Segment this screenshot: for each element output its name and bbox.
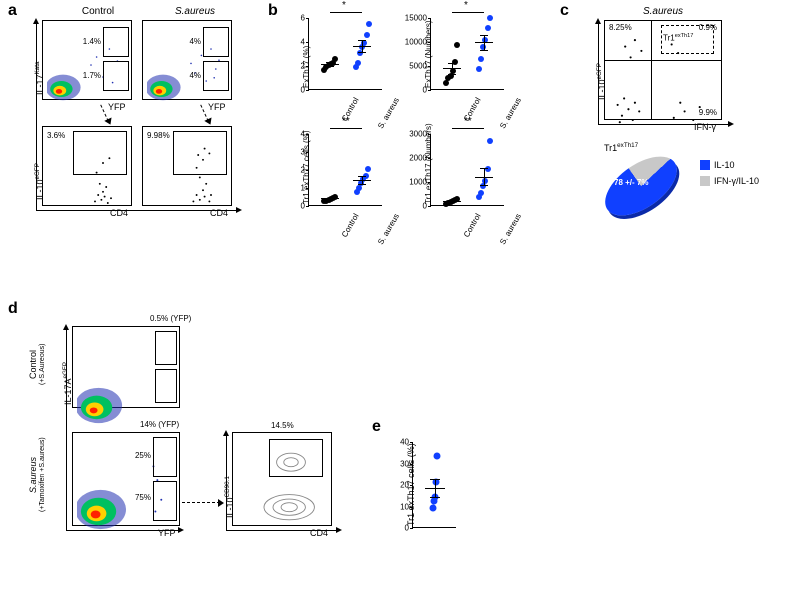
dot-chart: 010203040 (412, 442, 456, 528)
axis-arrow-x (36, 210, 236, 211)
quad-lr: 9.9% (699, 108, 717, 117)
gate (155, 331, 177, 365)
legend-il10: IL-10 (714, 160, 735, 170)
inner-gate-label: Tr1exTh17 (663, 33, 693, 43)
arrowhead-up (595, 18, 601, 24)
arrowhead-up (63, 324, 69, 330)
chart-xlabel: Control (462, 212, 483, 239)
chart-ylabel: Tr1 exTh17 cells (%) (302, 131, 311, 205)
panel-d-row-bottom: S.aureus (+Tamoxifen +S.aureus) (28, 420, 48, 530)
chart-xlabel: S. aureus (376, 96, 401, 130)
panel-d-row-top: Control (+S.Aureous) (28, 324, 48, 404)
axis-arrow-y (66, 326, 67, 530)
chart-ylabel: ExTh17 (Numbers) (424, 20, 433, 88)
gate-pct: 3.6% (47, 131, 65, 140)
legend-swatch-il10 (700, 160, 710, 170)
pie-center-label: 78 +/- 7% (614, 178, 648, 187)
panel-a-label: a (8, 2, 17, 20)
chart-xlabel: S. aureus (498, 96, 523, 130)
pie-title: Tr1exTh17 (604, 142, 638, 153)
gate-pct: 4% (189, 37, 201, 46)
chart-ylabel: Tr1 exTh17 (Numbers) (424, 123, 433, 204)
row-title: Control (28, 350, 38, 379)
row-title: S.aureus (28, 457, 38, 493)
gate (203, 61, 229, 91)
dot-chart: 050001000015000* (430, 18, 504, 90)
dot-chart: 0246* (308, 18, 382, 90)
gate-pct: 1.4% (83, 37, 101, 46)
chart-ylabel: Tr1 exTh17 cells (%) (406, 443, 416, 526)
panel-a-x-top: YFP (108, 102, 126, 112)
yfp-pct-top: 0.5% (YFP) (150, 314, 191, 323)
gate (153, 437, 177, 477)
gate (103, 61, 129, 91)
panel-a-col-saureus: S.aureus (155, 6, 235, 17)
chart-xlabel: S. aureus (376, 212, 401, 246)
flow-a-top-right: 4% 4% (142, 20, 232, 100)
flow-a-bottom-left: 3.6% (42, 126, 132, 206)
flow-a-top-left: 1.4% 1.7% (42, 20, 132, 100)
axis-arrow-x (598, 124, 728, 125)
gate (173, 131, 227, 175)
gate (73, 131, 127, 175)
quad-ul: 8.25% (609, 23, 632, 32)
dot-chart: 01234** (308, 134, 382, 206)
flow-a-bottom-right: 9.98% (142, 126, 232, 206)
gate (203, 27, 229, 57)
gate-pct: 14.5% (271, 421, 294, 430)
flow-d-bottom-left: 25% 75% (72, 432, 180, 526)
gate (155, 369, 177, 403)
gate (153, 481, 177, 521)
arrowhead-up (223, 430, 229, 436)
gate-pct: 1.7% (83, 71, 101, 80)
axis-arrow-x (226, 530, 336, 531)
row-sub: (+S.Aureous) (39, 343, 46, 384)
arrowhead-right (178, 527, 184, 533)
flow-d-top (72, 326, 180, 408)
dot-chart: 0100020003000** (430, 134, 504, 206)
panel-c-label: c (560, 2, 569, 20)
row-sub: (+Tamoxifen +S.aureus) (39, 438, 46, 513)
gate-pct: 75% (135, 493, 151, 502)
panel-c-title: S.aureus (618, 6, 708, 17)
axis-arrow-y (226, 432, 227, 530)
gate-pct: 25% (135, 451, 151, 460)
gate (269, 439, 323, 477)
yfp-pct-bottom: 14% (YFP) (140, 420, 179, 429)
panel-b-label: b (268, 2, 278, 20)
gate-pct: 9.98% (147, 131, 170, 140)
legend-ifng: IFN-γ/IL-10 (714, 176, 759, 186)
axis-arrow-x (66, 530, 178, 531)
panel-a-x-top: YFP (208, 102, 226, 112)
flow-d-bottom-right: 14.5% (232, 432, 332, 526)
gate (103, 27, 129, 57)
axis-arrow-y (598, 20, 599, 124)
legend-swatch-ifng (700, 176, 710, 186)
chart-xlabel: Control (340, 212, 361, 239)
arrowhead-right (236, 207, 242, 213)
flow-c: 8.25% 0.9% 9.9% Tr1exTh17 (604, 20, 722, 120)
panel-a-col-control: Control (58, 6, 138, 17)
chart-xlabel: S. aureus (498, 212, 523, 246)
chart-ylabel: ExTh17 (%) (302, 46, 311, 88)
arrowhead-right (728, 121, 734, 127)
arrow-right (182, 502, 220, 503)
axis-arrow-y (36, 20, 37, 210)
panel-e-label: e (372, 418, 381, 436)
panel-d-label: d (8, 300, 18, 318)
arrowhead-up (33, 18, 39, 24)
gate-pct: 4% (189, 71, 201, 80)
arrowhead-right (336, 527, 342, 533)
